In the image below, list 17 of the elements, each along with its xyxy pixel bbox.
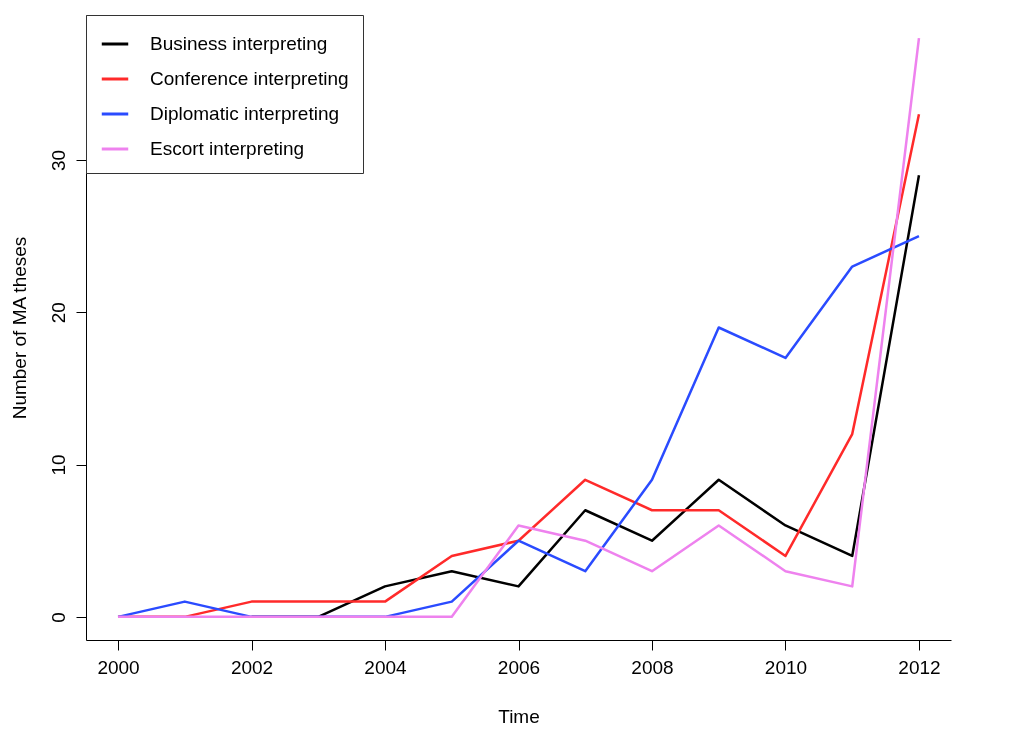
- x-tick-label: 2000: [97, 656, 140, 678]
- x-tick-label: 2010: [764, 656, 808, 678]
- y-axis-title: Number of MA theses: [8, 236, 30, 420]
- x-tick-label: 2002: [230, 656, 274, 678]
- legend-label: Escort interpreting: [150, 138, 305, 159]
- legend-label: Conference interpreting: [150, 68, 349, 89]
- legend-label: Diplomatic interpreting: [150, 103, 340, 124]
- y-tick-label: 30: [47, 149, 69, 172]
- y-tick-label: 10: [47, 454, 69, 476]
- x-tick-label: 2008: [631, 656, 674, 678]
- x-tick-label: 2012: [898, 656, 941, 678]
- y-tick-label: 20: [47, 302, 69, 324]
- x-tick-label: 2004: [364, 656, 408, 678]
- y-tick-label: 0: [47, 612, 69, 623]
- x-tick-label: 2006: [497, 656, 541, 678]
- x-axis-title: Time: [498, 705, 540, 727]
- legend-label: Business interpreting: [150, 33, 328, 54]
